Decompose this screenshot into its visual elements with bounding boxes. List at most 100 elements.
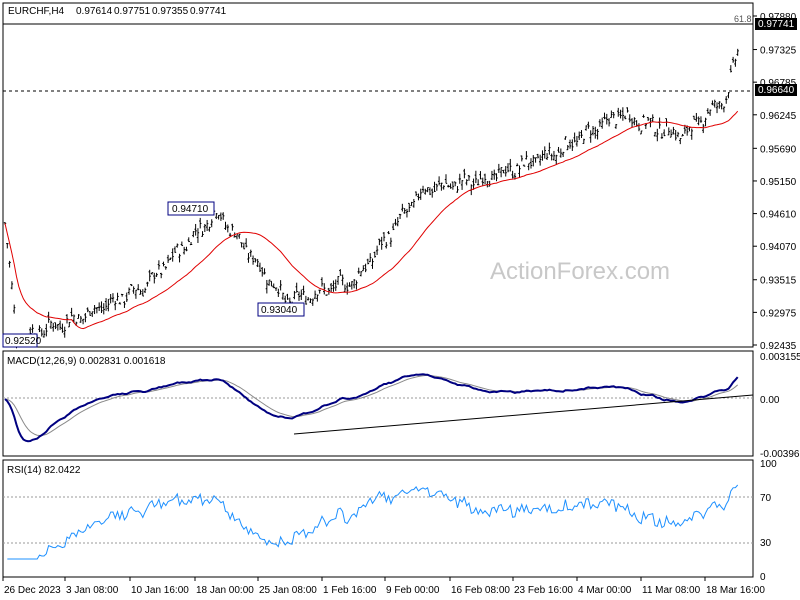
ohlc-bar bbox=[612, 112, 615, 119]
ohlc-bar bbox=[736, 48, 739, 56]
ohlc-bar bbox=[224, 221, 227, 230]
ohlc-bar bbox=[414, 191, 418, 197]
ohlc-bar bbox=[472, 178, 475, 190]
x-tick-label: 4 Mar 00:00 bbox=[578, 585, 632, 596]
ohlc-bar bbox=[575, 136, 579, 147]
ohlc-bar bbox=[371, 258, 374, 269]
ohlc-bar bbox=[72, 314, 76, 323]
ohlc-bar bbox=[81, 318, 85, 325]
ohlc-bar bbox=[619, 109, 622, 119]
ohlc-bar bbox=[6, 243, 9, 249]
ohlc-bar bbox=[640, 130, 643, 135]
symbol-timeframe: EURCHF,H4 bbox=[8, 6, 65, 17]
ohlc-bar bbox=[490, 170, 494, 181]
ohlc-bar bbox=[555, 154, 558, 165]
ohlc-bar bbox=[734, 58, 737, 67]
ohlc-bar bbox=[534, 157, 537, 163]
ohlc-bar bbox=[318, 289, 321, 294]
rsi-tick-label: 30 bbox=[760, 538, 772, 549]
ohlc-bar bbox=[460, 180, 464, 190]
ohlc-bar bbox=[304, 295, 308, 305]
ohlc-bar bbox=[123, 301, 126, 308]
ohlc-bar bbox=[146, 281, 149, 287]
ohlc-bar bbox=[651, 114, 654, 122]
ohlc-bar bbox=[180, 241, 184, 247]
ohlc-bar bbox=[84, 313, 87, 323]
ohlc-bar bbox=[208, 226, 211, 232]
ohlc-bar bbox=[653, 131, 657, 137]
x-tick-label: 25 Jan 08:00 bbox=[259, 585, 317, 596]
ohlc-bar bbox=[702, 123, 705, 134]
ohlc-bar bbox=[143, 287, 147, 293]
ohlc-bar bbox=[256, 258, 259, 268]
ohlc-bar bbox=[194, 223, 197, 236]
rsi-tick-label: 0 bbox=[760, 572, 766, 583]
ohlc-bar bbox=[426, 187, 429, 193]
price-tick-label: 0.94070 bbox=[760, 242, 797, 253]
ohlc-bar bbox=[102, 303, 105, 315]
ohlc-bar bbox=[646, 116, 650, 121]
ohlc-bar bbox=[421, 185, 425, 193]
ohlc-bar bbox=[162, 261, 165, 267]
ohlc-bar bbox=[428, 187, 432, 196]
price-tick-label: 0.97880 bbox=[760, 12, 797, 23]
ohlc-bar bbox=[600, 117, 604, 129]
ohlc-bar bbox=[297, 291, 301, 301]
ohlc-bar bbox=[573, 132, 576, 143]
header-high: 0.97751 bbox=[114, 6, 151, 17]
ohlc-bar bbox=[408, 202, 411, 213]
ohlc-bar bbox=[476, 179, 480, 186]
ohlc-bar bbox=[518, 165, 521, 178]
ohlc-bar bbox=[424, 188, 427, 195]
ohlc-bar bbox=[157, 260, 161, 270]
ohlc-bar bbox=[369, 253, 372, 263]
ohlc-bar bbox=[617, 107, 620, 117]
ohlc-bar bbox=[410, 201, 413, 207]
ohlc-bar bbox=[362, 265, 365, 272]
price-panel bbox=[2, 2, 754, 348]
ohlc-bar bbox=[669, 129, 673, 138]
ohlc-bar bbox=[10, 281, 14, 290]
ohlc-bar bbox=[522, 164, 526, 167]
ohlc-bar bbox=[293, 290, 296, 300]
ohlc-bar bbox=[713, 99, 716, 108]
ohlc-bar bbox=[401, 203, 404, 212]
ohlc-bar bbox=[279, 280, 282, 291]
ohlc-bar bbox=[506, 163, 510, 173]
macd-tick-label: 0.00 bbox=[760, 395, 780, 406]
ohlc-bar bbox=[660, 133, 664, 139]
ohlc-bar bbox=[497, 163, 501, 173]
ohlc-bar bbox=[679, 137, 682, 145]
ohlc-bar bbox=[12, 304, 16, 314]
ohlc-bar bbox=[711, 100, 714, 106]
ohlc-bar bbox=[244, 238, 248, 248]
ohlc-bar bbox=[725, 96, 728, 104]
ohlc-bar bbox=[557, 146, 560, 153]
ohlc-bar bbox=[86, 307, 89, 313]
ohlc-bar bbox=[548, 142, 551, 155]
ohlc-bar bbox=[718, 101, 721, 109]
ohlc-bar bbox=[451, 181, 455, 190]
ohlc-bar bbox=[238, 233, 241, 239]
ohlc-bar bbox=[630, 118, 634, 128]
ohlc-bar bbox=[61, 323, 64, 333]
ohlc-bar bbox=[504, 166, 507, 177]
ohlc-bar bbox=[295, 282, 298, 293]
rsi-panel bbox=[2, 459, 754, 578]
x-axis: 26 Dec 2023 3 Jan 08:00 10 Jan 16:00 18 Jan… bbox=[2, 577, 765, 596]
ohlc-bar bbox=[258, 262, 262, 273]
ohlc-bar bbox=[187, 237, 190, 243]
ohlc-bar bbox=[527, 163, 530, 171]
ohlc-bar bbox=[431, 188, 434, 198]
ohlc-bar bbox=[270, 280, 273, 287]
ohlc-bar bbox=[107, 298, 110, 312]
ohlc-bar bbox=[332, 280, 335, 292]
ohlc-bar bbox=[456, 186, 459, 193]
ohlc-bar bbox=[663, 129, 666, 137]
ohlc-bar bbox=[692, 115, 696, 120]
ohlc-bar bbox=[228, 232, 232, 237]
ohlc-bar bbox=[222, 212, 225, 220]
ohlc-bar bbox=[378, 238, 381, 246]
ohlc-bar bbox=[704, 117, 707, 127]
